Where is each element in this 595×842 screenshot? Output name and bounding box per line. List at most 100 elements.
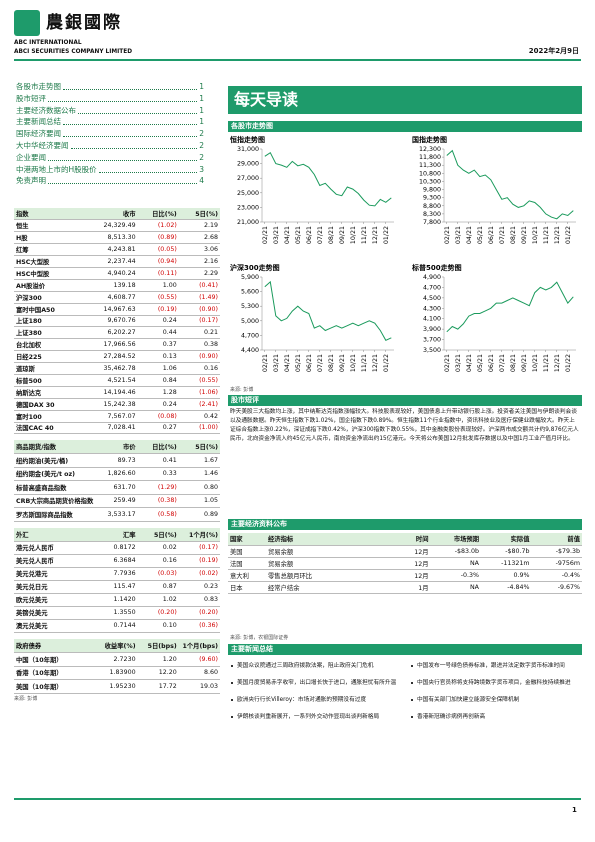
x-tick-label: 04/21 (284, 226, 291, 244)
x-tick-label: 01/22 (565, 226, 572, 244)
table-cell: (0.20) (137, 606, 179, 620)
table-cell: 2.7230 (96, 652, 138, 667)
data-table: 外汇 汇率 5日(%) 1个月(%) 港元兑人民币 0.8172 0.02 (0.17) 美元兑… (14, 528, 220, 633)
table-cell: 美元兑人民币 (14, 554, 97, 568)
table-row: 香港（10年期） 1.83900 12.20 8.60 (14, 666, 220, 680)
y-tick-label: 4,300 (423, 305, 441, 312)
table-cell: (0.94) (137, 255, 179, 268)
table-row: 美国（10年期） 1.95230 17.72 19.03 (14, 679, 220, 694)
table-row: CRB大宗商品期货价格指数 259.49 (0.38) 1.05 (14, 494, 220, 508)
x-tick-label: 02/21 (444, 354, 451, 372)
table-cell: 政府债券 (14, 639, 97, 653)
table-cell: 美国 (228, 545, 266, 558)
x-tick-label: 08/21 (328, 354, 335, 372)
table-cell: 英镑兑美元 (14, 606, 97, 620)
y-tick-label: 4,500 (423, 295, 441, 302)
table-cell: 2.68 (178, 231, 220, 245)
table-cell: 美元兑日元 (14, 580, 97, 594)
table-cell: 经常户结余 (266, 581, 380, 594)
table-cell: 0.33 (137, 467, 179, 481)
table-cell: 经济指标 (266, 533, 380, 546)
table-cell: 0.16 (137, 554, 179, 568)
table-row: 纽约期金(美元/t oz) 1,826.60 0.33 1.46 (14, 467, 220, 481)
table-cell: 美元兑港元 (14, 567, 97, 581)
toc-title: 大中华经济要闻 (16, 141, 69, 150)
table-cell: 道琼斯 (14, 362, 97, 375)
x-tick-label: 10/21 (532, 226, 539, 244)
news-item: 美国月度贸易赤字收窄，出口增长快于进口，通胀担忧有所升温 (230, 679, 402, 687)
toc-page: 1 (199, 105, 204, 115)
table-cell: 香港（10年期） (14, 666, 97, 680)
table-cell: 14,194.46 (96, 386, 138, 399)
toc-entry: 中港两地上市的H股股价 3 (16, 165, 204, 175)
table-cell: 0.37 (137, 338, 179, 352)
table-cell: HSC大型股 (14, 255, 97, 268)
table-cell: 19.03 (178, 679, 220, 694)
table-cell: 24,329.49 (96, 219, 138, 233)
table-cell: 35,462.78 (96, 362, 138, 375)
table-cell: 1.02 (137, 593, 179, 607)
y-tick-label: 23,000 (237, 204, 259, 211)
table-row: 法国 贸易余额 12月 NA -11321m -9756m (228, 557, 582, 570)
table-cell: 5日(%) (137, 528, 179, 542)
y-tick-label: 4,400 (241, 347, 259, 354)
table-cell: 8,513.30 (96, 231, 138, 245)
toc-leader (48, 153, 198, 161)
table-row: 英镑兑美元 1.3550 (0.20) (0.20) (14, 606, 220, 620)
y-tick-label: 7,800 (423, 219, 441, 226)
table-cell: 1.46 (178, 467, 220, 481)
table-cell: 商品期货/指数 (14, 440, 97, 454)
x-tick-label: 05/21 (477, 226, 484, 244)
toc-entry: 大中华经济要闻 2 (16, 141, 204, 151)
table-cell: (0.17) (178, 315, 220, 328)
table-row: 日本 经常户结余 1月 NA -4.84% -9.67% (228, 581, 582, 594)
table-cell: 3.06 (178, 243, 220, 257)
x-tick-label: 03/21 (273, 354, 280, 372)
table-row: H股 8,513.30 (0.89) 2.68 (14, 231, 220, 245)
x-tick-label: 01/22 (383, 226, 390, 244)
x-tick-label: 01/22 (565, 354, 572, 372)
table-cell: 631.70 (96, 480, 138, 495)
y-tick-label: 5,300 (241, 303, 259, 310)
table-cell: 12.20 (137, 666, 179, 680)
table-source: 来源: 彭博 (14, 696, 38, 702)
news-column: 美国众议院通过三周政府拨款法案，阻止政府关门危机 美国月度贸易赤字收窄，出口增长快… (230, 662, 402, 730)
data-table: 政府债券 收益率(%) 5日(bps) 1个月(bps) 中国（10年期） 2.7230 1… (14, 639, 220, 694)
x-tick-label: 10/21 (350, 354, 357, 372)
chart-title: 恒指走势图 (229, 135, 265, 144)
table-cell: 国家 (228, 533, 266, 546)
table-cell: NA (430, 581, 481, 594)
table-cell: (0.89) (137, 231, 179, 245)
table-row: 中国（10年期） 2.7230 1.20 (9.60) (14, 652, 220, 667)
x-tick-label: 11/21 (361, 354, 368, 372)
footer-rule (14, 798, 581, 800)
table-cell: 17,966.56 (96, 338, 138, 352)
x-tick-label: 03/21 (273, 226, 280, 244)
table-cell: 1.95230 (96, 679, 138, 694)
table-cell: -0.3% (430, 569, 481, 582)
y-tick-label: 5,900 (241, 274, 259, 281)
x-tick-label: 02/21 (262, 354, 269, 372)
x-tick-label: 09/21 (339, 226, 346, 244)
table-cell: 意大利 (228, 569, 266, 582)
table-cell: 5日(%) (178, 208, 220, 221)
x-tick-label: 06/21 (306, 354, 313, 372)
table-cell: (0.36) (178, 619, 220, 633)
table-cell: (0.02) (178, 567, 220, 581)
table-cell: 2.16 (178, 255, 220, 268)
toc-title: 各股市走势图 (16, 82, 61, 91)
x-tick-label: 06/21 (306, 226, 313, 244)
news-item: 中国有关部门加快建立能源安全保障机制 (410, 696, 580, 704)
table-cell: NA (430, 557, 481, 570)
table-cell: 6.3684 (96, 554, 138, 568)
date: 2022年2月9日 (528, 47, 579, 55)
x-tick-label: 06/21 (488, 354, 495, 372)
table-cell: 罗杰斯国际商品指数 (14, 507, 97, 522)
table-cell: 4,243.81 (96, 243, 138, 257)
table-cell: 0.42 (178, 410, 220, 423)
table-cell: 澳元兑美元 (14, 619, 97, 633)
table-cell: 1.1420 (96, 593, 138, 607)
table-cell: 标普500 (14, 374, 97, 387)
table-cell: 港元兑人民币 (14, 541, 97, 555)
table-cell: 红筹 (14, 243, 97, 257)
